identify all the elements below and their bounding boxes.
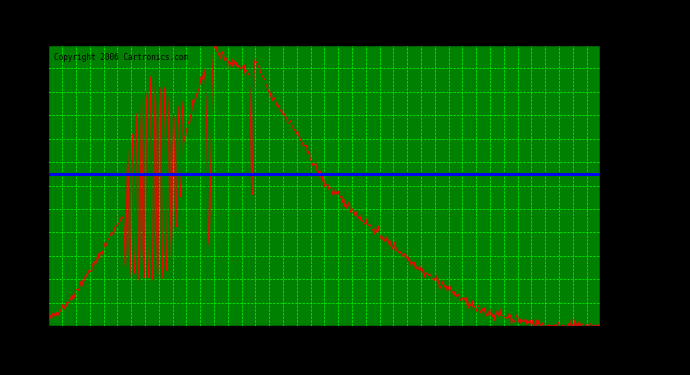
Text: West String Actual Power (red) & Average Power (blue) (Watts) Thu Aug 31 18:57: West String Actual Power (red) & Average…	[57, 11, 633, 24]
Text: Copyright 2006 Cartronics.com: Copyright 2006 Cartronics.com	[54, 54, 188, 62]
